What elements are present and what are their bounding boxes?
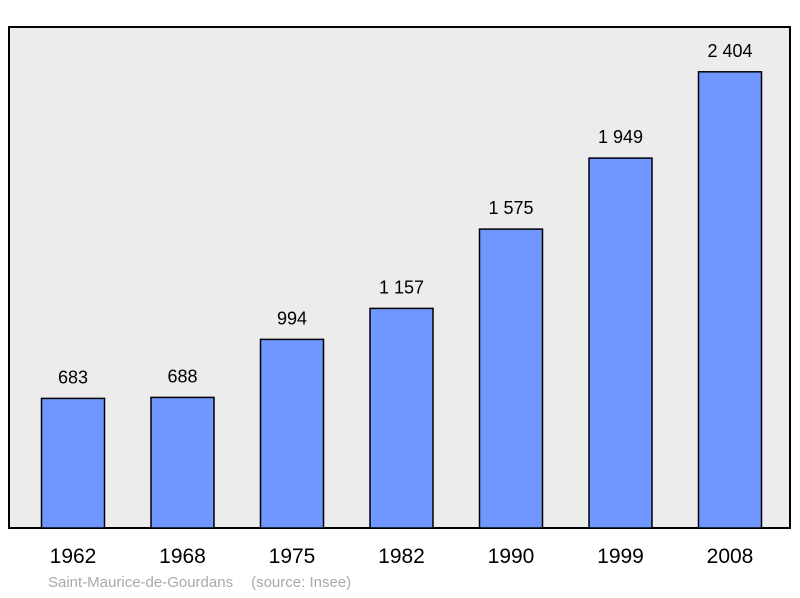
x-tick-label-1962: 1962 <box>50 545 97 568</box>
bar-1968 <box>150 396 215 529</box>
bar-1975 <box>259 338 325 529</box>
x-tick-labels-group: 1962 1968 1975 1982 1990 1999 2008 <box>50 545 754 568</box>
value-label-1962: 683 <box>58 367 88 387</box>
x-tick-label-2008: 2008 <box>707 545 754 568</box>
footer-place-name: Saint-Maurice-de-Gourdans <box>48 574 234 591</box>
x-tick-label-1999: 1999 <box>597 545 644 568</box>
value-label-2008: 2 404 <box>707 41 752 61</box>
bar-2008 <box>697 71 763 529</box>
value-label-1982: 1 157 <box>379 277 424 297</box>
value-label-1968: 688 <box>167 366 197 386</box>
x-tick-label-1982: 1982 <box>378 545 425 568</box>
bar-1982 <box>369 307 434 529</box>
value-label-1999: 1 949 <box>598 127 643 147</box>
value-label-1975: 994 <box>277 308 307 328</box>
bar-1962 <box>40 397 106 529</box>
footer-source: (source: Insee) <box>251 574 352 591</box>
bar-1990 <box>478 228 544 529</box>
bar-1999 <box>588 157 653 529</box>
x-tick-label-1975: 1975 <box>269 545 316 568</box>
value-labels-group: 683 688 994 1 157 1 575 1 949 2 404 <box>58 41 753 388</box>
value-label-1990: 1 575 <box>488 198 533 218</box>
bars-group <box>40 71 763 529</box>
chart-footer: Saint-Maurice-de-Gourdans (source: Insee) <box>48 574 351 591</box>
x-tick-label-1990: 1990 <box>488 545 535 568</box>
x-tick-label-1968: 1968 <box>159 545 206 568</box>
